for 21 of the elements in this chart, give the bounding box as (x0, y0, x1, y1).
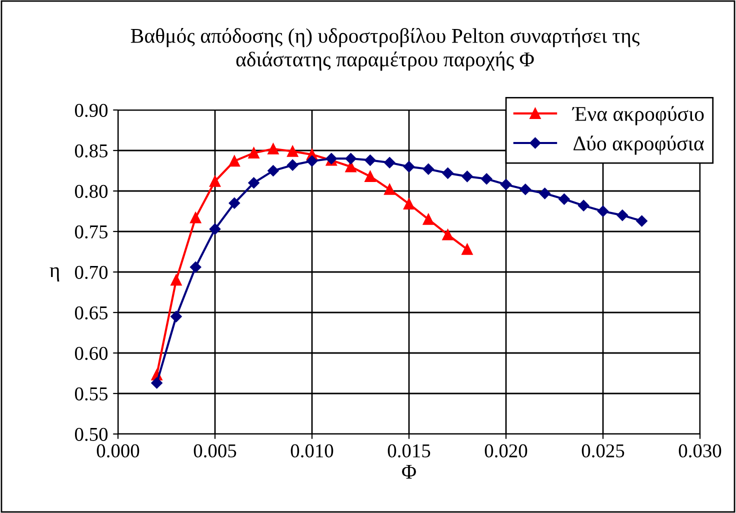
x-tick-label: 0.010 (290, 444, 334, 458)
y-tick-label: 0.70 (74, 266, 108, 280)
y-tick-label: 0.75 (74, 225, 108, 239)
x-axis-title: Φ (402, 464, 416, 479)
y-axis-title: η (50, 267, 60, 282)
x-tick-label: 0.020 (484, 444, 528, 458)
x-tick-label: 0.030 (678, 444, 722, 458)
y-tick-label: 0.60 (74, 346, 108, 360)
legend-label: Ένα ακροφύσιο (572, 106, 704, 126)
x-tick-label: 0.005 (194, 444, 236, 458)
y-tick-label: 0.55 (74, 387, 108, 401)
legend-label: Δύο ακροφύσια (574, 136, 704, 155)
chart-title: Βαθμός απόδοσης (η) υδροστροβίλου Pelton συναρτήσει της αδιάστατης παραμέτρου παροχής Φ (130, 28, 640, 71)
y-tick-label: 0.50 (74, 428, 108, 442)
x-tick-label: 0.025 (582, 444, 624, 458)
x-tick-label: 0.015 (388, 444, 430, 458)
x-tick-label: 0.000 (96, 444, 140, 458)
y-tick-label: 0.85 (74, 144, 108, 158)
y-tick-label: 0.90 (74, 104, 108, 118)
y-tick-label: 0.65 (74, 306, 108, 320)
y-tick-label: 0.80 (74, 184, 108, 198)
